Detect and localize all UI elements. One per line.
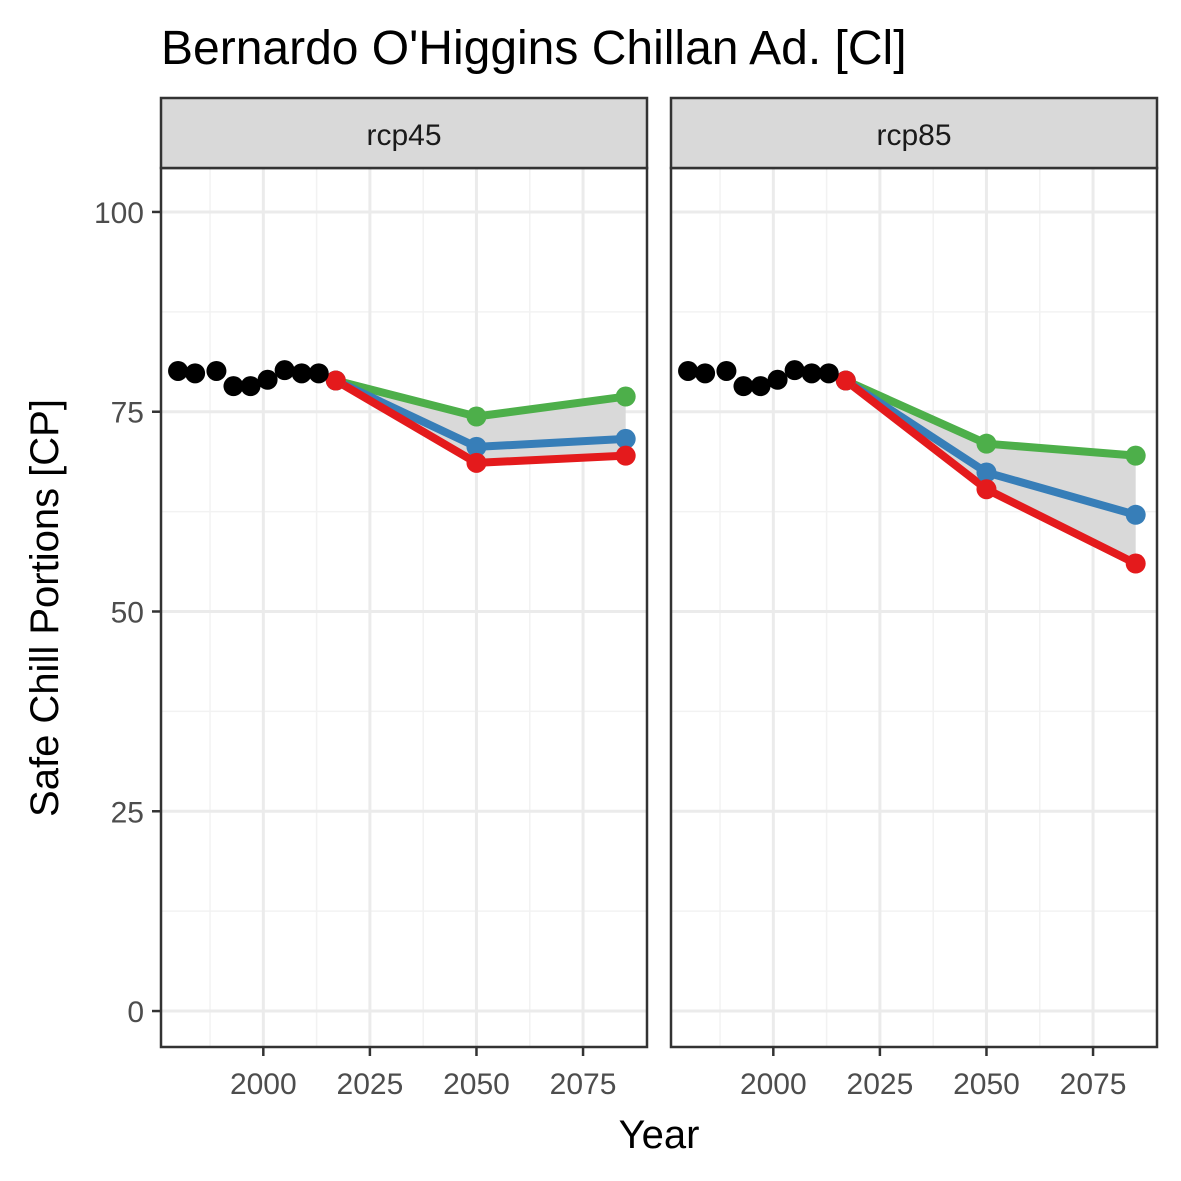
historic-point — [185, 363, 206, 384]
series-point-3 — [615, 445, 636, 466]
x-tick-label: 2050 — [443, 1068, 510, 1101]
facet-strip — [669, 96, 1159, 170]
historic-point — [274, 360, 295, 381]
series-point-2 — [1125, 504, 1146, 525]
x-tick-label: 2075 — [1060, 1068, 1127, 1101]
series-point-1 — [976, 433, 997, 454]
historic-point — [206, 360, 227, 381]
series-point-2 — [615, 428, 636, 449]
y-tick-label: 25 — [111, 796, 144, 829]
x-tick-label: 2000 — [230, 1068, 297, 1101]
x-tick-label: 2025 — [337, 1068, 404, 1101]
y-axis-title: Safe Chill Portions [CP] — [23, 399, 67, 817]
y-tick-label: 100 — [94, 197, 144, 230]
x-tick-label: 2050 — [953, 1068, 1020, 1101]
plot-background — [161, 168, 647, 1047]
historic-point — [240, 376, 261, 397]
x-tick-label: 2025 — [847, 1068, 914, 1101]
x-tick-label: 2000 — [740, 1068, 807, 1101]
series-point-3 — [325, 370, 346, 391]
historic-point — [818, 363, 839, 384]
facet-strip — [159, 96, 649, 170]
historic-point — [750, 376, 771, 397]
series-point-3 — [835, 370, 856, 391]
panel-rcp85: rcp85 2000 2025 2050 2075 — [669, 96, 1159, 1101]
historic-point — [308, 363, 329, 384]
series-point-2 — [466, 436, 487, 457]
chart-title: Bernardo O'Higgins Chillan Ad. [Cl] — [161, 22, 907, 75]
plot-background — [671, 168, 1157, 1047]
series-point-3 — [976, 479, 997, 500]
historic-point — [767, 369, 788, 390]
historic-point — [801, 363, 822, 384]
historic-point — [784, 360, 805, 381]
series-point-3 — [466, 452, 487, 473]
y-tick-label: 75 — [111, 397, 144, 430]
series-point-1 — [615, 386, 636, 407]
facet-strip-label: rcp45 — [366, 119, 441, 152]
historic-point — [257, 369, 278, 390]
historic-point — [695, 363, 716, 384]
series-point-2 — [976, 462, 997, 483]
panel-rcp45: rcp45 2000 2025 2050 2075 0 25 50 75 100 — [94, 96, 649, 1101]
historic-point — [716, 360, 737, 381]
series-point-1 — [1125, 445, 1146, 466]
series-point-3 — [1125, 553, 1146, 574]
facet-strip-label: rcp85 — [876, 119, 951, 152]
historic-point — [733, 376, 754, 397]
series-point-1 — [466, 406, 487, 427]
historic-point — [291, 363, 312, 384]
historic-point — [223, 376, 244, 397]
facet-panels: rcp45 2000 2025 2050 2075 0 25 50 75 100 rcp85 2000… — [94, 96, 1159, 1101]
x-tick-label: 2075 — [550, 1068, 617, 1101]
y-tick-label: 0 — [127, 996, 144, 1029]
y-tick-label: 50 — [111, 596, 144, 629]
historic-point — [168, 360, 189, 381]
historic-point — [678, 360, 699, 381]
x-axis-title: Year — [619, 1113, 700, 1157]
